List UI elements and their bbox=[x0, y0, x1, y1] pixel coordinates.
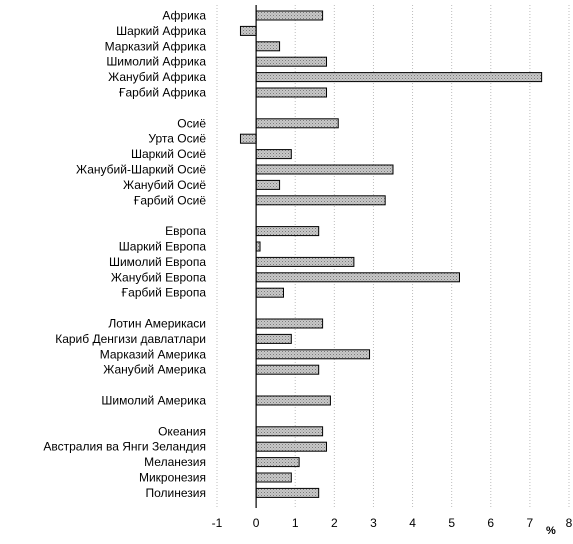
bar bbox=[255, 441, 328, 452]
category-label: Жанубий Африка bbox=[108, 70, 206, 84]
category-label: Осиё bbox=[177, 116, 206, 130]
category-label: Жанубий Осиё bbox=[123, 178, 206, 192]
x-tick-label: 0 bbox=[253, 516, 260, 530]
x-tick-label: 5 bbox=[448, 516, 455, 530]
category-label: Океания bbox=[158, 424, 206, 438]
x-tick-labels: -1 0 1 2 3 4 5 6 7 8 bbox=[212, 516, 573, 530]
category-label: Жанубий Европа bbox=[111, 270, 206, 284]
x-tick-label: 1 bbox=[292, 516, 299, 530]
category-label: Шаркий Европа bbox=[119, 240, 207, 254]
bar bbox=[255, 195, 386, 206]
category-label: Ғарбий Европа bbox=[122, 286, 207, 300]
category-label: Марказий Африка bbox=[105, 39, 207, 53]
bar bbox=[255, 41, 281, 52]
bar bbox=[255, 395, 331, 406]
bar bbox=[255, 364, 320, 375]
category-label: Шимолий Европа bbox=[109, 255, 206, 269]
x-tick-label: 3 bbox=[370, 516, 377, 530]
bars bbox=[239, 10, 543, 498]
category-label: Жанубий-Шаркий Осиё bbox=[76, 163, 206, 177]
x-tick-label: 6 bbox=[487, 516, 494, 530]
category-label: Австралия ва Янги Зеландия bbox=[43, 440, 206, 454]
category-label: Жанубий Америка bbox=[103, 363, 206, 377]
category-label: Европа bbox=[165, 224, 206, 238]
category-label: Шаркий Африка bbox=[116, 24, 206, 38]
bar bbox=[255, 118, 339, 129]
category-label: Шимолий Америка bbox=[101, 394, 206, 408]
category-label: Ғарбий Осиё bbox=[134, 193, 206, 207]
bar bbox=[255, 426, 324, 437]
category-label: Ғарбий Африка bbox=[119, 86, 206, 100]
category-label: Лотин Америкаси bbox=[108, 317, 206, 331]
category-label: Кариб Денгизи давлатлари bbox=[55, 332, 206, 346]
bar bbox=[255, 10, 324, 21]
x-tick-label: -1 bbox=[212, 516, 223, 530]
bar bbox=[255, 457, 300, 468]
category-label: Шаркий Осиё bbox=[131, 147, 206, 161]
x-tick-label: 7 bbox=[527, 516, 534, 530]
bar bbox=[255, 487, 320, 498]
bar bbox=[255, 56, 328, 67]
bar bbox=[255, 179, 281, 190]
bar bbox=[255, 72, 543, 83]
bar bbox=[255, 256, 355, 267]
bar bbox=[255, 87, 328, 98]
bar bbox=[255, 226, 320, 237]
category-label: Марказий Америка bbox=[100, 347, 207, 361]
x-tick-label: 4 bbox=[409, 516, 416, 530]
category-label: Африка bbox=[162, 9, 206, 23]
category-label: Полинезия bbox=[146, 486, 206, 500]
category-label: Микронезия bbox=[139, 471, 206, 485]
bar bbox=[255, 149, 292, 160]
bar bbox=[255, 349, 371, 360]
bar bbox=[239, 25, 257, 36]
x-tick-label: 2 bbox=[331, 516, 338, 530]
bar bbox=[255, 272, 460, 283]
bar bbox=[255, 472, 292, 483]
x-tick-label: 8 bbox=[566, 516, 573, 530]
bar bbox=[255, 164, 394, 175]
bar bbox=[239, 133, 257, 144]
category-label: Меланезия bbox=[144, 455, 206, 469]
bar bbox=[255, 318, 324, 329]
x-axis-unit: % bbox=[546, 525, 556, 537]
category-label: Шимолий Африка bbox=[106, 55, 206, 69]
bar bbox=[255, 287, 284, 298]
category-label: Урта Осиё bbox=[148, 132, 206, 146]
bar bbox=[255, 333, 292, 344]
